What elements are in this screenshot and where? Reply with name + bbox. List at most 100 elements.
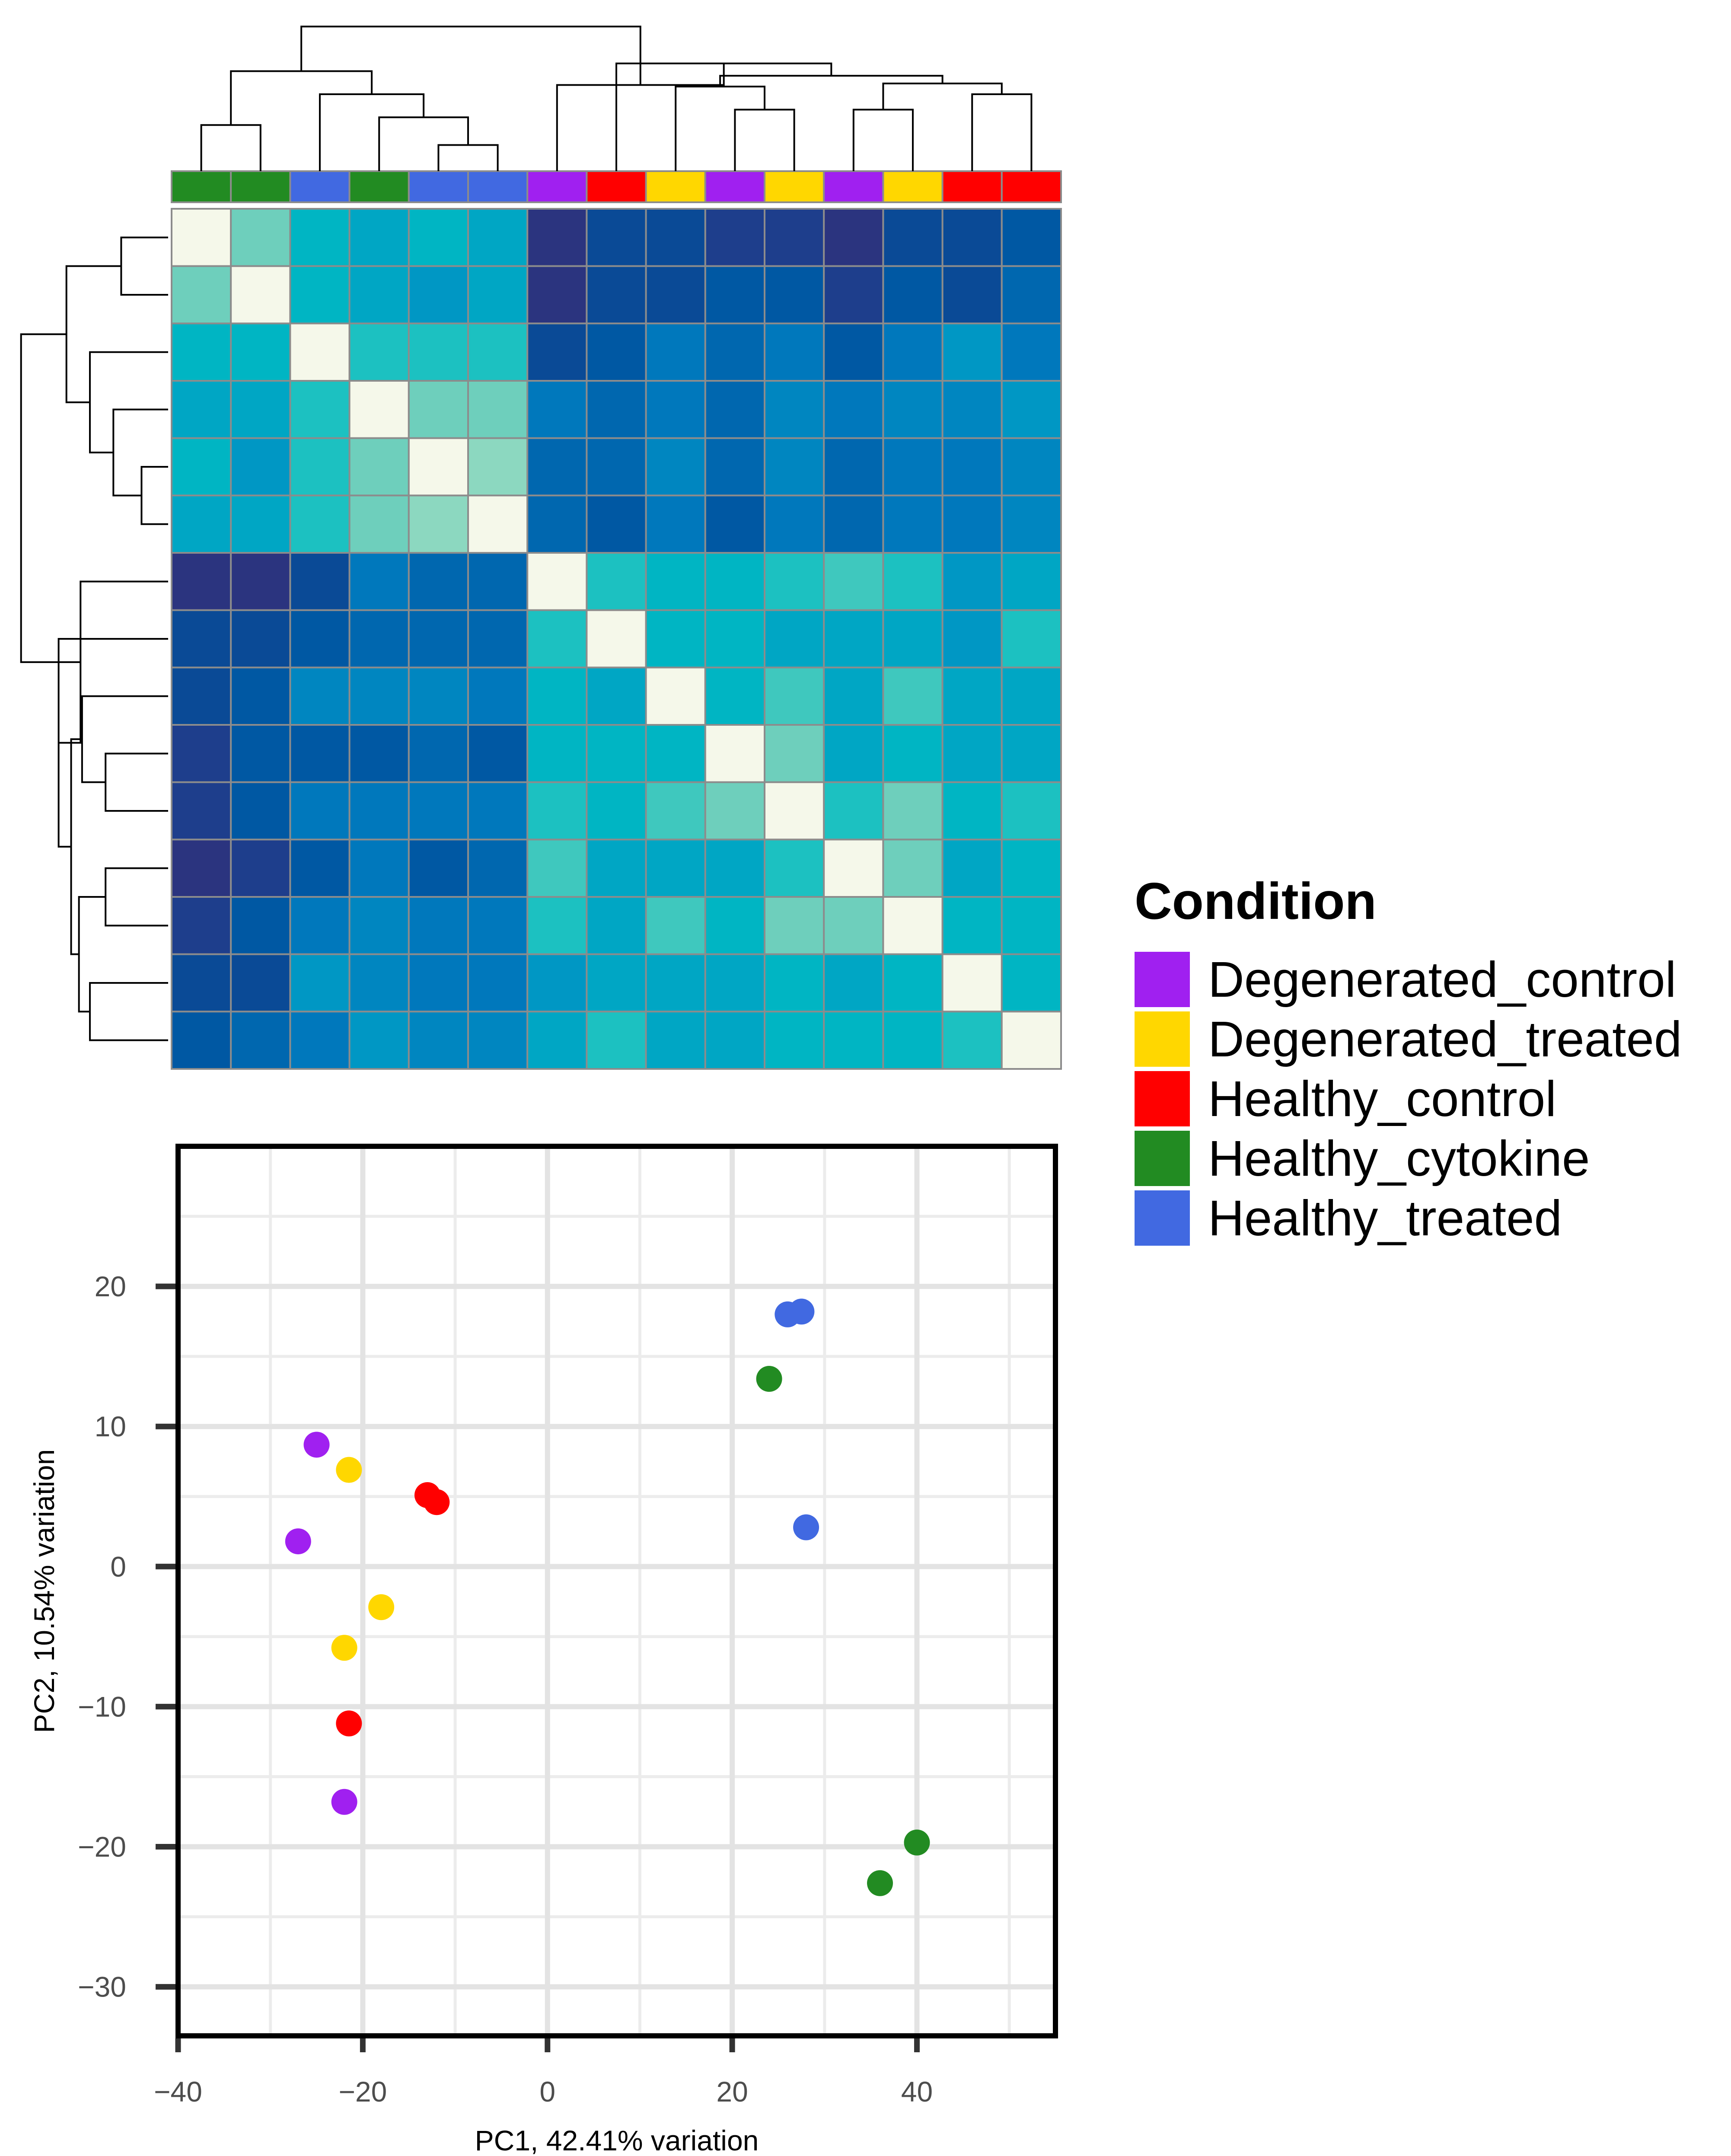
annotation-cell: [882, 170, 944, 203]
dendrogram-branch: [140, 466, 168, 525]
heatmap-cell: [882, 265, 944, 325]
heatmap-cell: [289, 552, 351, 611]
heatmap-cell: [941, 208, 1003, 267]
data-point: [368, 1594, 395, 1620]
heatmap-cell: [704, 953, 766, 1013]
heatmap-cell: [171, 322, 232, 382]
data-point: [303, 1432, 330, 1458]
dendrogram-branch: [230, 70, 373, 125]
heatmap-cell: [764, 1011, 825, 1070]
heatmap-cell: [882, 839, 944, 898]
heatmap-cell: [467, 667, 529, 726]
heatmap-cell: [348, 896, 410, 955]
heatmap-cell: [230, 552, 291, 611]
heatmap-cell: [882, 953, 944, 1013]
heatmap-cell: [586, 781, 647, 841]
heatmap-cell: [704, 494, 766, 554]
heatmap-cell: [348, 724, 410, 783]
heatmap-cell: [764, 781, 825, 841]
heatmap-cell: [823, 380, 884, 439]
data-point: [867, 1870, 893, 1896]
heatmap-cell: [408, 208, 469, 267]
heatmap-cell: [526, 1011, 588, 1070]
heatmap-cell: [941, 552, 1003, 611]
heatmap-cell: [764, 609, 825, 669]
heatmap-cell: [230, 1011, 291, 1070]
annotation-cell: [408, 170, 469, 203]
heatmap-cell: [882, 552, 944, 611]
legend-label: Healthy_control: [1208, 1071, 1556, 1127]
heatmap-cell: [704, 724, 766, 783]
heatmap-cell: [348, 609, 410, 669]
heatmap-cell: [408, 552, 469, 611]
heatmap-cell: [764, 265, 825, 325]
heatmap-cell: [941, 724, 1003, 783]
heatmap-cell: [230, 322, 291, 382]
dendrogram-branch: [734, 108, 795, 171]
legend-item-healthy-treated: Healthy_treated: [1135, 1188, 1682, 1248]
x-axis-title: PC1, 42.41% variation: [475, 2124, 759, 2156]
heatmap-cell: [408, 724, 469, 783]
heatmap-cell: [526, 781, 588, 841]
heatmap-cell: [823, 322, 884, 382]
heatmap-cell: [230, 437, 291, 497]
heatmap-cell: [171, 208, 232, 267]
legend-swatch: [1135, 952, 1190, 1007]
heatmap-cell: [882, 494, 944, 554]
dendrogram-branch: [81, 695, 168, 783]
heatmap-cell: [408, 953, 469, 1013]
heatmap-cell: [230, 265, 291, 325]
heatmap-cell: [1001, 667, 1062, 726]
heatmap-cell: [1001, 609, 1062, 669]
heatmap-cell: [289, 380, 351, 439]
heatmap-cell: [467, 1011, 529, 1070]
heatmap-cell: [171, 494, 232, 554]
heatmap-cell: [1001, 552, 1062, 611]
heatmap-cell: [764, 437, 825, 497]
annotation-cell: [1001, 170, 1062, 203]
heatmap-cell: [230, 667, 291, 726]
heatmap-cell: [764, 896, 825, 955]
heatmap-cell: [408, 781, 469, 841]
heatmap-cell: [467, 781, 529, 841]
heatmap-cell: [704, 380, 766, 439]
dendrogram-branch: [300, 26, 641, 85]
heatmap-cell: [289, 1011, 351, 1070]
heatmap-cell: [289, 494, 351, 554]
heatmap-cell: [882, 896, 944, 955]
heatmap-cell: [823, 953, 884, 1013]
data-point: [336, 1710, 362, 1737]
heatmap-cell: [289, 437, 351, 497]
heatmap-cell: [230, 839, 291, 898]
heatmap-cell: [230, 609, 291, 669]
legend-title: Condition: [1135, 872, 1377, 930]
legend-label: Degenerated_control: [1208, 951, 1677, 1008]
heatmap-cell: [289, 781, 351, 841]
heatmap-cell: [171, 896, 232, 955]
heatmap-cell: [467, 552, 529, 611]
dendrogram-branch: [200, 124, 261, 171]
dendrogram-branch: [70, 738, 82, 955]
heatmap-cell: [645, 494, 706, 554]
heatmap-cell: [289, 609, 351, 669]
heatmap-cell: [348, 437, 410, 497]
heatmap-cell: [1001, 953, 1062, 1013]
annotation-cell: [941, 170, 1003, 203]
heatmap-cell: [348, 781, 410, 841]
heatmap-cell: [704, 322, 766, 382]
y-tick-label: −30: [78, 1971, 126, 2003]
heatmap-cell: [764, 724, 825, 783]
heatmap-cell: [586, 1011, 647, 1070]
heatmap-cell: [645, 322, 706, 382]
heatmap-cell: [586, 724, 647, 783]
dendrogram-branch: [105, 753, 168, 812]
sample-distance-heatmap: [20, 26, 1062, 1070]
heatmap-cell: [1001, 839, 1062, 898]
data-point: [424, 1489, 450, 1515]
heatmap-cell: [467, 724, 529, 783]
data-point: [788, 1298, 815, 1325]
heatmap-cell: [348, 494, 410, 554]
heatmap-cell: [348, 380, 410, 439]
heatmap-cell: [467, 322, 529, 382]
data-point: [331, 1789, 357, 1815]
